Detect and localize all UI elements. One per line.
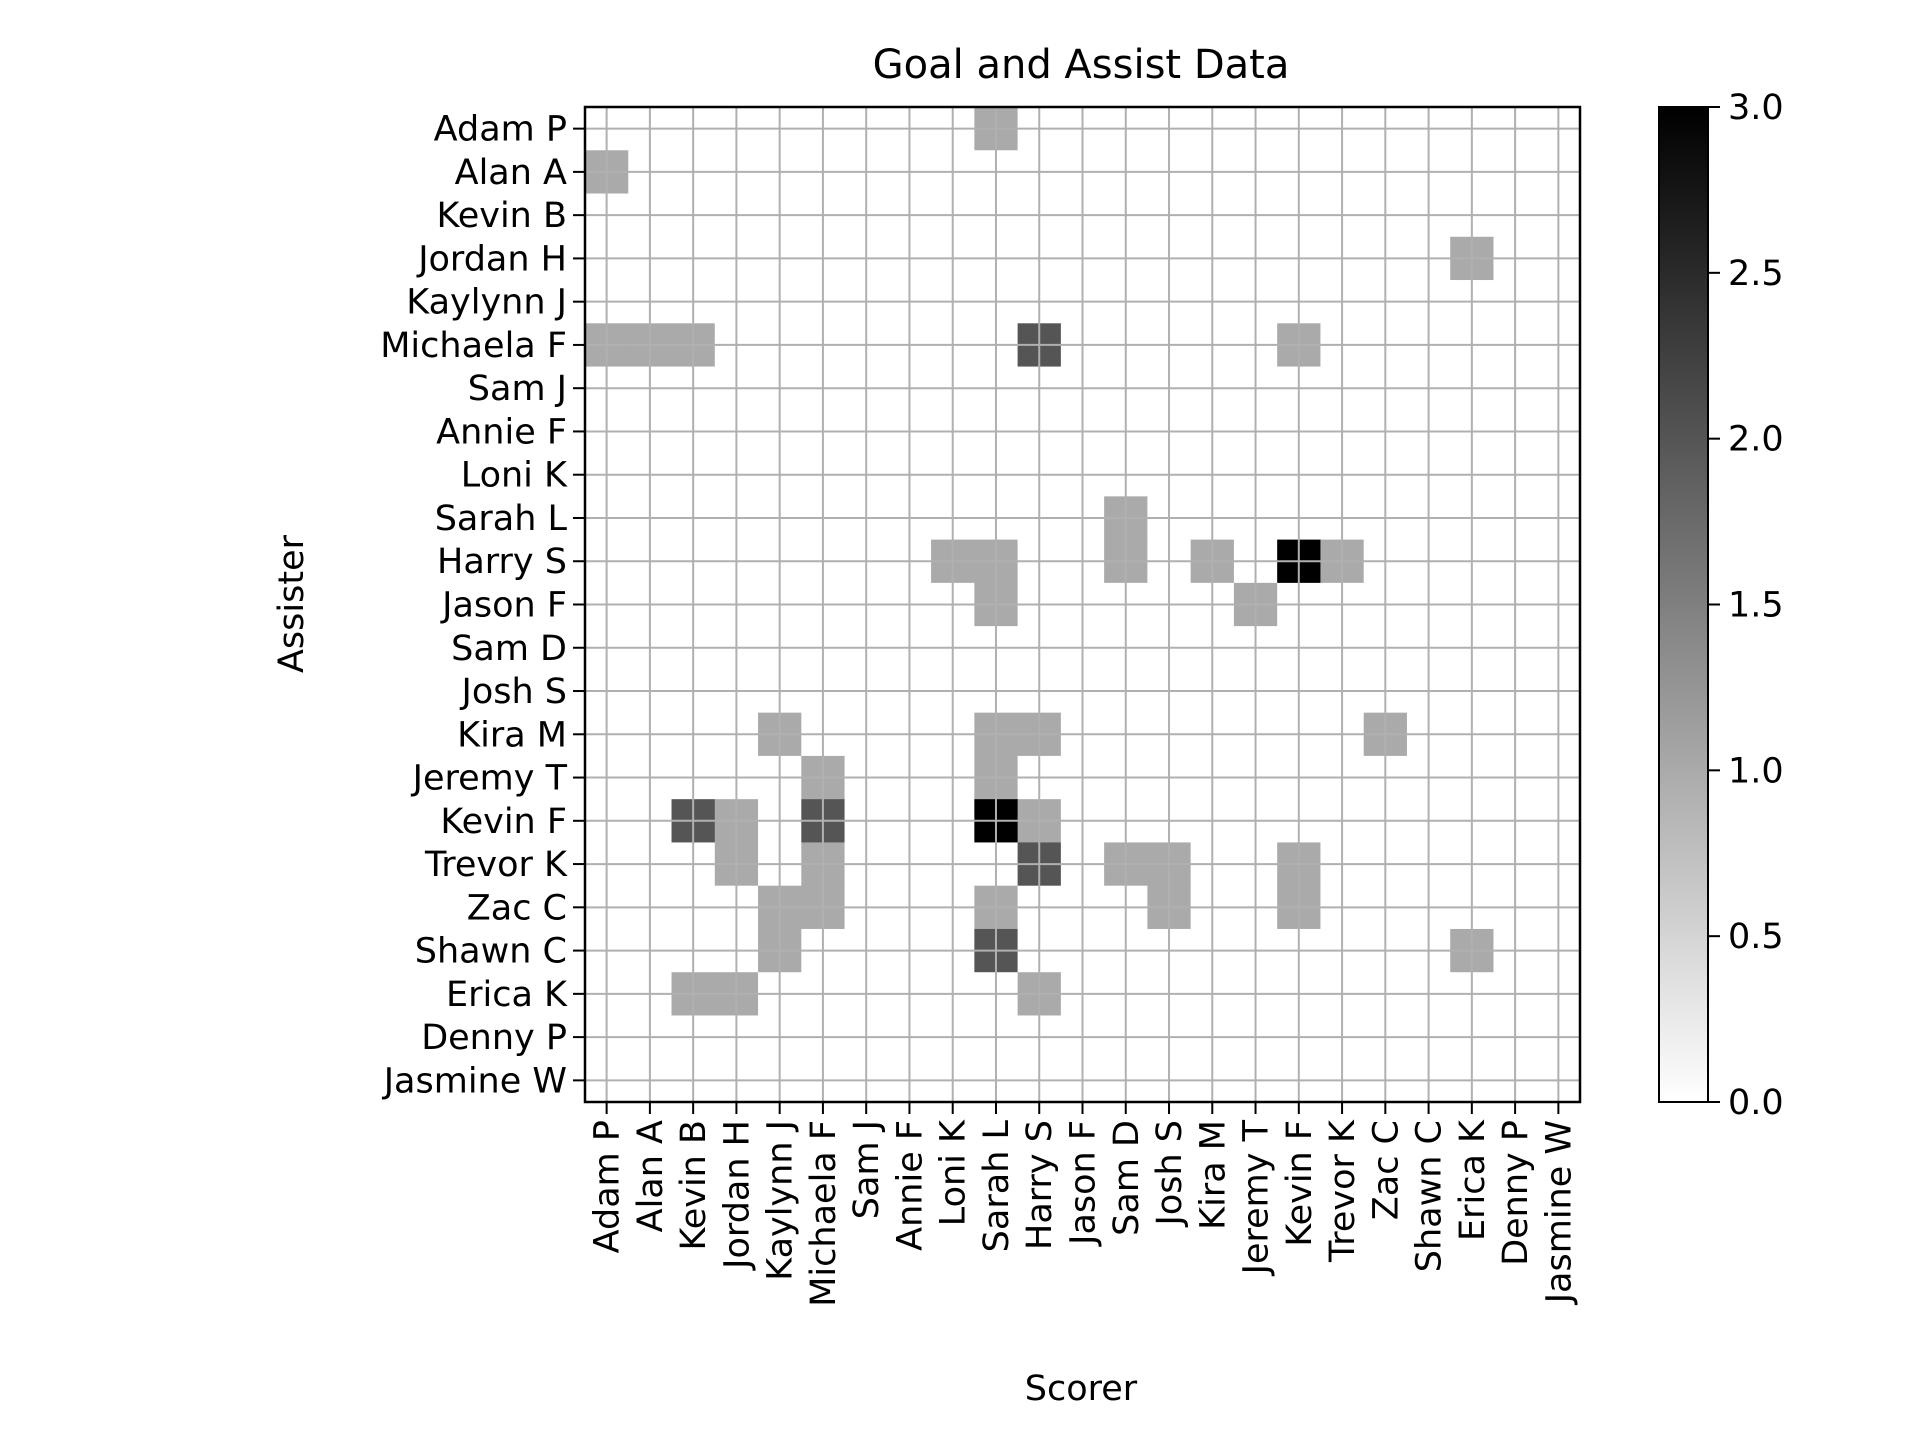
y-tick-label: Michaela F [380, 326, 567, 366]
x-axis-label: Scorer [1025, 1369, 1138, 1409]
chart-title: Goal and Assist Data [873, 42, 1290, 88]
x-tick-label: Sarah L [977, 1120, 1017, 1253]
x-tick-label: Sam D [1107, 1120, 1147, 1236]
colorbar-tick-label: 1.0 [1728, 751, 1784, 791]
y-tick-label: Kevin F [440, 802, 567, 842]
y-tick-label: Harry S [437, 542, 567, 582]
x-tick-label: Jeremy T [1237, 1119, 1277, 1276]
colorbar-tick-label: 3.0 [1728, 88, 1784, 128]
x-tick-label: Trevor K [1323, 1119, 1363, 1263]
y-tick-label: Erica K [446, 975, 568, 1015]
x-tick-label: Alan A [631, 1120, 671, 1232]
y-tick-label: Kira M [457, 715, 567, 755]
colorbar-tick-label: 0.0 [1728, 1083, 1784, 1123]
colorbar-tick-label: 1.5 [1728, 586, 1784, 626]
y-tick-label: Sam D [451, 629, 567, 669]
y-tick-label: Zac C [467, 888, 567, 928]
x-tick-label: Denny P [1496, 1120, 1536, 1266]
x-tick-label: Josh S [1150, 1120, 1190, 1228]
x-tick-label: Michaela F [804, 1120, 844, 1307]
colorbar-tick-label: 0.5 [1728, 917, 1784, 957]
y-tick-label: Sarah L [435, 499, 568, 539]
y-tick-label: Trevor K [424, 845, 568, 885]
colorbar-tick-label: 2.5 [1728, 254, 1784, 294]
y-tick-label: Jeremy T [411, 759, 568, 799]
y-tick-label: Jordan H [416, 239, 567, 279]
y-tick-label: Alan A [455, 153, 567, 193]
x-tick-label: Jasmine W [1539, 1120, 1579, 1305]
y-tick-label: Jason F [440, 586, 567, 626]
colorbar-axis: 0.0 0.5 1.0 1.5 2.0 2.5 3.0 [1708, 88, 1784, 1123]
y-tick-label: Denny P [421, 1018, 567, 1058]
grid-lines [585, 107, 1580, 1102]
x-tick-label: Shawn C [1410, 1120, 1450, 1272]
x-tick-label: Kevin B [674, 1120, 714, 1251]
x-tick-label: Annie F [890, 1120, 930, 1251]
x-axis: Adam P Alan A Kevin B Jordan H Kaylynn J Mich… [588, 1102, 1579, 1307]
y-tick-label: Loni K [461, 456, 568, 496]
x-tick-label: Jordan H [717, 1120, 757, 1271]
y-tick-label: Jasmine W [382, 1061, 567, 1101]
x-tick-label: Kira M [1193, 1120, 1233, 1230]
y-tick-label: Kevin B [437, 196, 568, 236]
x-tick-label: Kaylynn J [761, 1120, 801, 1281]
x-tick-label: Zac C [1366, 1120, 1406, 1220]
y-tick-label: Adam P [434, 110, 567, 150]
y-tick-label: Annie F [436, 412, 567, 452]
x-tick-label: Jason F [1064, 1120, 1104, 1247]
colorbar-tick-label: 2.0 [1728, 420, 1784, 460]
x-tick-label: Loni K [934, 1119, 974, 1226]
y-tick-label: Josh S [460, 672, 568, 712]
x-tick-label: Kevin F [1280, 1120, 1320, 1247]
x-tick-label: Erica K [1453, 1119, 1493, 1241]
y-tick-label: Sam J [468, 369, 567, 409]
colorbar [1658, 106, 1709, 1103]
x-tick-label: Sam J [847, 1120, 887, 1219]
x-tick-label: Harry S [1020, 1120, 1060, 1250]
y-axis-label: Assister [272, 534, 312, 673]
y-tick-label: Shawn C [415, 932, 567, 972]
x-tick-label: Adam P [588, 1120, 628, 1253]
y-tick-label: Kaylynn J [406, 283, 567, 323]
